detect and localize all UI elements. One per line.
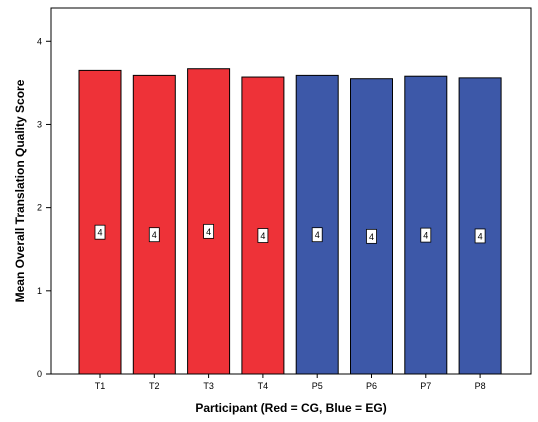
data-label-box bbox=[257, 228, 269, 243]
data-label: 4 bbox=[206, 227, 211, 237]
x-tick-label: P7 bbox=[420, 381, 431, 391]
data-label-box bbox=[366, 228, 377, 244]
y-axis: 0 1 2 3 4 bbox=[37, 36, 51, 379]
data-label-box bbox=[148, 227, 160, 243]
x-tick-label: T2 bbox=[149, 381, 160, 391]
y-axis-title: Mean Overall Translation Quality Score bbox=[13, 79, 27, 302]
x-tick-label: P8 bbox=[475, 381, 486, 391]
x-axis: T1 T2 T3 T4 P5 P6 P7 P8 bbox=[95, 374, 486, 391]
data-label: 4 bbox=[369, 232, 374, 242]
x-tick-label: T1 bbox=[95, 381, 106, 391]
x-tick-label: T4 bbox=[258, 381, 269, 391]
bar-p6 bbox=[350, 78, 393, 375]
bars-group bbox=[78, 68, 502, 375]
y-tick-label: 1 bbox=[37, 286, 42, 296]
bar-p7 bbox=[404, 75, 448, 375]
data-label: 4 bbox=[260, 231, 265, 241]
data-label-box bbox=[203, 223, 215, 239]
bar-t4 bbox=[241, 76, 285, 375]
y-tick-label: 0 bbox=[37, 369, 42, 379]
y-tick-label: 2 bbox=[37, 203, 42, 213]
y-tick-label: 4 bbox=[37, 36, 42, 46]
data-label: 4 bbox=[315, 230, 320, 240]
x-tick-label: P6 bbox=[366, 381, 377, 391]
data-label: 4 bbox=[97, 228, 102, 238]
bar-p8 bbox=[458, 77, 502, 375]
bar-t3 bbox=[187, 68, 231, 375]
y-tick-label: 3 bbox=[37, 119, 42, 129]
data-label: 4 bbox=[478, 231, 483, 241]
data-label-box bbox=[474, 228, 486, 244]
x-tick-label: P5 bbox=[312, 381, 323, 391]
bar-t1 bbox=[78, 69, 122, 375]
x-axis-title: Participant (Red = CG, Blue = EG) bbox=[195, 401, 386, 415]
data-label-box bbox=[94, 224, 106, 240]
data-label: 4 bbox=[152, 230, 157, 240]
data-label-box bbox=[311, 227, 323, 243]
x-tick-label: T3 bbox=[203, 381, 214, 391]
bar-t2 bbox=[132, 74, 176, 375]
bar-p5 bbox=[295, 74, 339, 375]
plot-area bbox=[50, 7, 532, 375]
data-label: 4 bbox=[423, 231, 428, 241]
data-labels-group: 4 4 4 4 4 4 4 4 bbox=[94, 223, 486, 244]
data-label-box bbox=[420, 227, 432, 243]
